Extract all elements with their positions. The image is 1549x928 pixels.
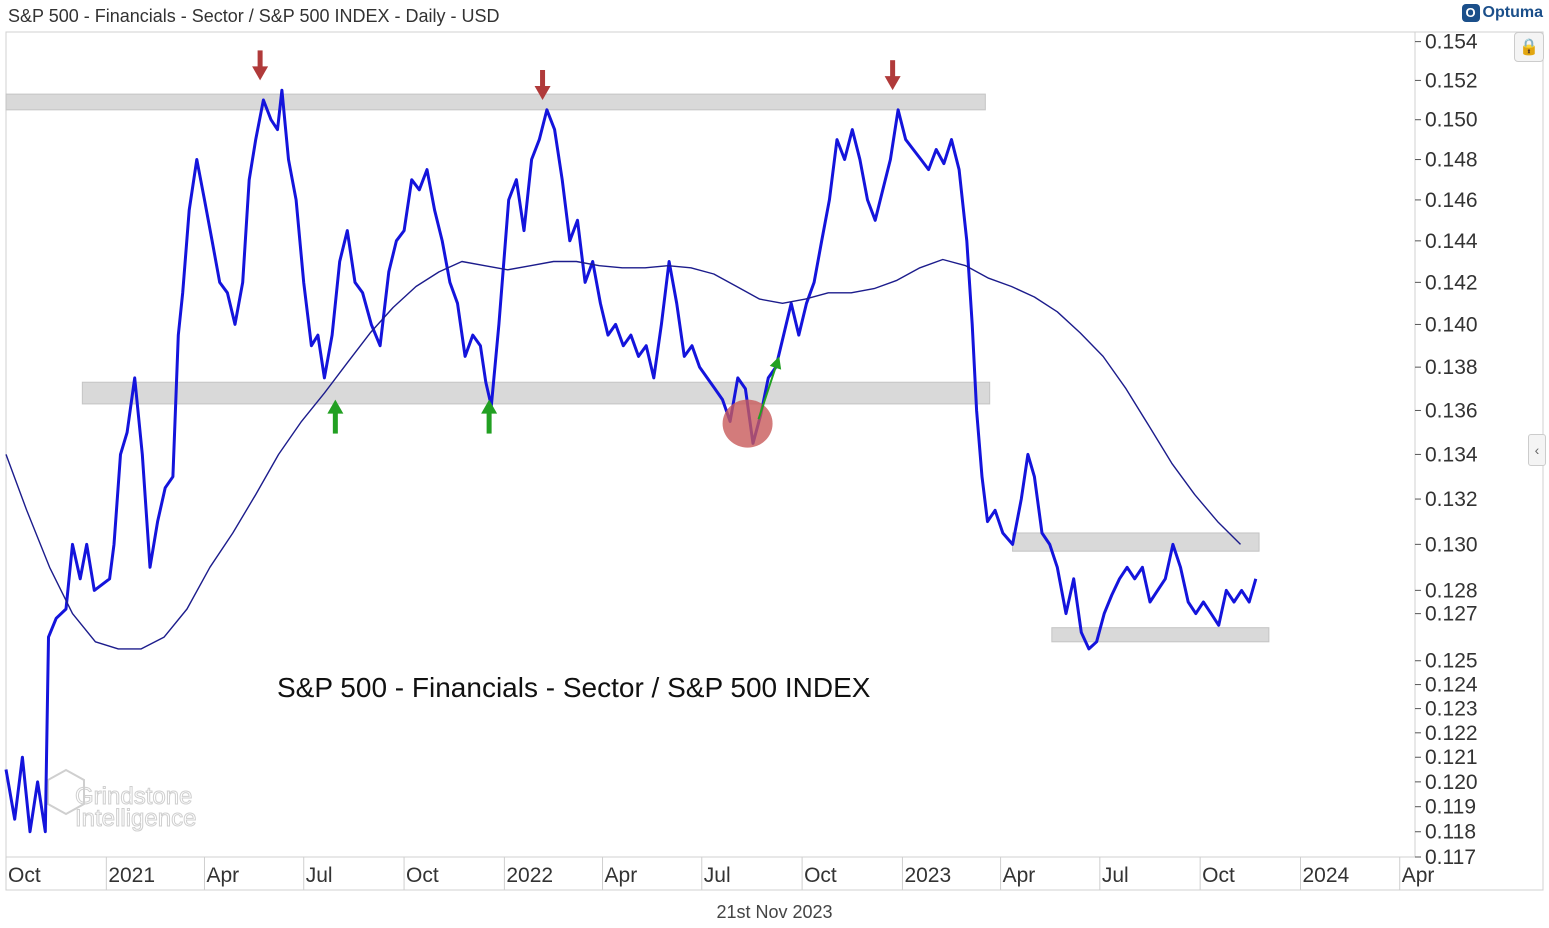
x-tick-label: Jul bbox=[704, 864, 731, 887]
y-tick-label: 0.125 bbox=[1425, 650, 1478, 673]
y-tick-label: 0.121 bbox=[1425, 746, 1478, 769]
down-arrow-head bbox=[252, 66, 269, 81]
y-tick-label: 0.142 bbox=[1425, 271, 1478, 294]
x-tick-label: 2024 bbox=[1302, 864, 1349, 887]
y-tick-label: 0.124 bbox=[1425, 674, 1478, 697]
moving-average-line bbox=[5, 258, 1241, 650]
x-tick-label: Apr bbox=[1003, 864, 1036, 887]
watermark: Grindstone Intelligence bbox=[47, 768, 197, 833]
y-tick-label: 0.120 bbox=[1425, 771, 1478, 794]
down-arrow-head bbox=[534, 85, 551, 100]
down-arrow-shaft bbox=[540, 69, 546, 88]
diagonal-arrow-shaft bbox=[757, 367, 777, 420]
y-tick-label: 0.144 bbox=[1425, 230, 1478, 253]
y-tick-label: 0.150 bbox=[1425, 109, 1478, 132]
watermark-logo-icon bbox=[47, 768, 85, 816]
diagonal-arrow-head bbox=[769, 356, 782, 370]
y-tick-label: 0.123 bbox=[1425, 698, 1478, 721]
down-arrow-head bbox=[884, 76, 901, 91]
up-arrow-shaft bbox=[332, 411, 338, 434]
y-tick-label: 0.117 bbox=[1425, 846, 1476, 869]
brand-name: Optuma bbox=[1482, 4, 1543, 21]
watermark-line-1: Grindstone bbox=[75, 783, 192, 810]
zone-band bbox=[1051, 627, 1270, 643]
chevron-left-icon: ‹ bbox=[1534, 442, 1540, 458]
down-arrow-shaft bbox=[890, 60, 896, 79]
y-tick-label: 0.146 bbox=[1425, 189, 1478, 212]
x-tick-label: Oct bbox=[804, 864, 837, 887]
x-tick-label: Oct bbox=[8, 864, 41, 887]
chart-title: S&P 500 - Financials - Sector / S&P 500 … bbox=[8, 6, 500, 26]
x-tick-label: Apr bbox=[605, 864, 638, 887]
y-tick-label: 0.128 bbox=[1425, 579, 1478, 602]
collapse-panel-button[interactable]: ‹ bbox=[1528, 434, 1546, 466]
y-tick-label: 0.134 bbox=[1425, 443, 1478, 466]
y-axis: 0.154 0.152 0.150 0.148 0.146 0.144 0.142 0.140… bbox=[1415, 31, 1478, 869]
y-tick-label: 0.132 bbox=[1425, 488, 1478, 511]
lock-button[interactable]: 🔒 bbox=[1514, 32, 1544, 62]
y-tick-label: 0.122 bbox=[1425, 722, 1478, 745]
series-lines bbox=[4, 88, 1258, 834]
x-tick-label: 2021 bbox=[108, 864, 155, 887]
lock-icon: 🔒 bbox=[1519, 39, 1539, 56]
x-tick-label: Apr bbox=[206, 864, 239, 887]
x-axis: Oct 2021 Apr Jul Oct 2022 Apr Jul Oct 2023 Apr Jul O… bbox=[5, 857, 1435, 890]
y-tick-label: 0.130 bbox=[1425, 533, 1478, 556]
x-tick-label: Jul bbox=[306, 864, 333, 887]
footer-date: 21st Nov 2023 bbox=[716, 902, 833, 922]
y-tick-label: 0.118 bbox=[1425, 821, 1476, 844]
x-tick-label: 2023 bbox=[904, 864, 951, 887]
watermark-line-2: Intelligence bbox=[75, 805, 196, 832]
y-tick-label: 0.138 bbox=[1425, 356, 1478, 379]
y-tick-label: 0.127 bbox=[1425, 603, 1478, 626]
down-arrow-shaft bbox=[257, 50, 263, 69]
x-tick-label: Jul bbox=[1102, 864, 1129, 887]
annotation-markers bbox=[252, 50, 901, 448]
up-arrow-head bbox=[327, 399, 344, 414]
x-tick-label: Apr bbox=[1402, 864, 1435, 887]
x-tick-label: Oct bbox=[1202, 864, 1235, 887]
y-tick-label: 0.148 bbox=[1425, 149, 1478, 172]
up-arrow-head bbox=[481, 399, 498, 414]
price-line bbox=[4, 88, 1258, 834]
support-resistance-zones bbox=[5, 93, 1270, 643]
optuma-logo-icon: O bbox=[1461, 4, 1480, 22]
y-tick-label: 0.152 bbox=[1425, 69, 1478, 92]
y-tick-label: 0.136 bbox=[1425, 399, 1478, 422]
zone-band bbox=[5, 93, 986, 111]
brand-logo: O Optuma bbox=[1461, 4, 1543, 22]
highlight-circle bbox=[722, 399, 773, 448]
y-tick-label: 0.154 bbox=[1425, 31, 1478, 54]
chart-annotation: S&P 500 - Financials - Sector / S&P 500 … bbox=[277, 672, 871, 703]
x-tick-label: 2022 bbox=[506, 864, 553, 887]
plot-frame bbox=[5, 31, 1544, 891]
y-tick-label: 0.119 bbox=[1425, 796, 1476, 819]
y-tick-label: 0.140 bbox=[1425, 313, 1478, 336]
x-tick-label: Oct bbox=[406, 864, 439, 887]
up-arrow-shaft bbox=[486, 411, 492, 434]
zone-band bbox=[81, 381, 991, 405]
